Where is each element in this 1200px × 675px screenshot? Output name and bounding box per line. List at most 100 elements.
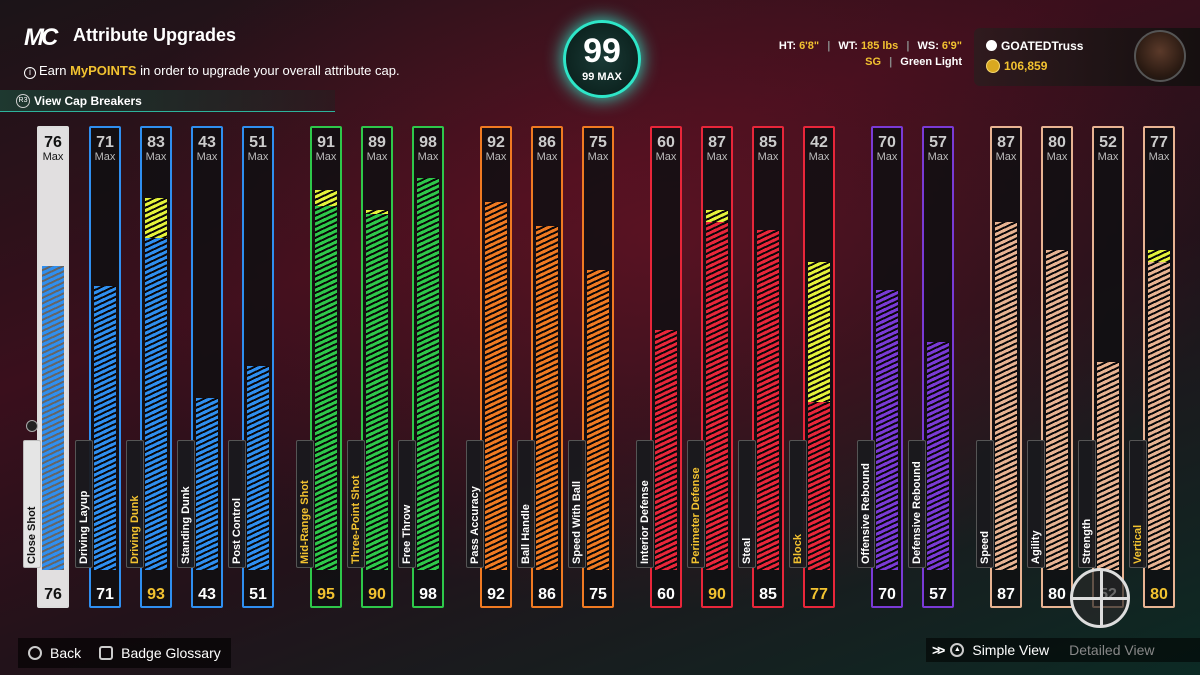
attribute-max-label: Max	[706, 151, 728, 163]
back-button[interactable]: Back	[50, 645, 82, 661]
attribute-agility[interactable]: 80 Max Agility 80	[1027, 126, 1073, 608]
vc-coin-icon	[986, 59, 1000, 73]
attribute-cap: 80	[1048, 134, 1066, 151]
attribute-max-label: Max	[94, 151, 116, 163]
attribute-defensive-rebound[interactable]: 57 Max Defensive Rebound 57	[908, 126, 954, 608]
attribute-label-tab	[568, 440, 586, 568]
attribute-value: 76	[44, 586, 62, 603]
attribute-free-throw[interactable]: 98 Max Free Throw 98	[398, 126, 444, 608]
attribute-max-label: Max	[808, 151, 830, 163]
attribute-track	[247, 170, 269, 570]
attribute-value: 80	[1150, 586, 1168, 603]
attribute-max-label: Max	[145, 151, 167, 163]
attribute-max-label: Max	[536, 151, 558, 163]
attribute-name: Perimeter Defense	[690, 467, 702, 564]
info-icon: i	[24, 67, 36, 79]
attribute-ball-handle[interactable]: 86 Max Ball Handle 86	[517, 126, 563, 608]
attribute-name: Block	[792, 534, 804, 564]
attribute-cap: 87	[997, 134, 1015, 151]
attribute-boost-fill	[1148, 250, 1170, 262]
attribute-perimeter-defense[interactable]: 87 Max Perimeter Defense 90	[687, 126, 733, 608]
attribute-speed[interactable]: 87 Max Speed 87	[976, 126, 1022, 608]
attribute-standing-dunk[interactable]: 43 Max Standing Dunk 43	[177, 126, 223, 608]
attribute-cap: 91	[317, 134, 335, 151]
attribute-track	[927, 170, 949, 570]
vc-balance: 106,859	[1004, 59, 1048, 73]
playstation-icon	[986, 40, 997, 51]
attribute-fill	[757, 230, 779, 570]
attribute-vertical[interactable]: 77 Max Vertical 80	[1129, 126, 1175, 608]
page-title: Attribute Upgrades	[73, 25, 237, 45]
attribute-name: Driving Layup	[78, 490, 90, 564]
attribute-fill	[247, 366, 269, 570]
attribute-speed-with-ball[interactable]: 75 Max Speed With Ball 75	[568, 126, 614, 608]
attribute-name: Standing Dunk	[180, 486, 192, 564]
attribute-label-tab	[976, 440, 994, 568]
detailed-view-tab[interactable]: Detailed View	[1069, 642, 1155, 658]
view-toggle: >> ▲ Simple View Detailed View	[926, 638, 1200, 662]
view-cap-breakers-button[interactable]: R3 View Cap Breakers	[0, 90, 335, 112]
attribute-value: 86	[538, 586, 556, 603]
attribute-track	[315, 170, 337, 570]
attribute-max-label: Max	[1097, 151, 1119, 163]
info-prefix: Earn	[39, 63, 71, 78]
attribute-three-point-shot[interactable]: 89 Max Three-Point Shot 90	[347, 126, 393, 608]
attribute-track	[94, 170, 116, 570]
attribute-track	[757, 170, 779, 570]
attribute-mid-range-shot[interactable]: 91 Max Mid-Range Shot 95	[296, 126, 342, 608]
attribute-cap: 86	[538, 134, 556, 151]
attribute-cap: 71	[96, 134, 114, 151]
attribute-max-label: Max	[587, 151, 609, 163]
attribute-value: 75	[589, 586, 607, 603]
attribute-post-control[interactable]: 51 Max Post Control 51	[228, 126, 274, 608]
attribute-boost-fill	[145, 198, 167, 238]
attribute-steal[interactable]: 85 Max Steal 85	[738, 126, 784, 608]
attribute-name: Mid-Range Shot	[299, 480, 311, 564]
attribute-name: Free Throw	[401, 504, 413, 564]
attribute-track	[536, 170, 558, 570]
attribute-fill	[536, 226, 558, 570]
attribute-driving-layup[interactable]: 71 Max Driving Layup 71	[75, 126, 121, 608]
attribute-block[interactable]: 42 Max Block 77	[789, 126, 835, 608]
attribute-label-tab	[1078, 440, 1096, 568]
simple-view-tab[interactable]: Simple View	[972, 642, 1050, 658]
attribute-cap: 60	[657, 134, 675, 151]
attribute-boost-fill	[808, 262, 830, 402]
attribute-max-label: Max	[366, 151, 388, 163]
separator: |	[827, 40, 831, 52]
attribute-driving-dunk[interactable]: 83 Max Driving Dunk 93	[126, 126, 172, 608]
attribute-label-tab	[126, 440, 144, 568]
attribute-cap: 77	[1150, 134, 1168, 151]
attribute-value: 57	[929, 586, 947, 603]
cap-breakers-label: View Cap Breakers	[34, 94, 142, 108]
attribute-name: Offensive Rebound	[860, 463, 872, 564]
attribute-cap: 87	[708, 134, 726, 151]
attribute-name: Steal	[741, 537, 753, 564]
attribute-label-tab	[789, 440, 807, 568]
attribute-track	[196, 170, 218, 570]
attribute-value: 85	[759, 586, 777, 603]
attribute-close-shot[interactable]: 76 Max Close Shot 76	[23, 126, 69, 608]
double-chevron-icon: >>	[932, 642, 945, 658]
attribute-max-label: Max	[1046, 151, 1068, 163]
attribute-label-tab	[687, 440, 705, 568]
attribute-value: 95	[317, 586, 335, 603]
attribute-cap: 42	[810, 134, 828, 151]
attribute-offensive-rebound[interactable]: 70 Max Offensive Rebound 70	[857, 126, 903, 608]
attribute-value: 87	[997, 586, 1015, 603]
attribute-name: Defensive Rebound	[911, 461, 923, 564]
badge-glossary-button[interactable]: Badge Glossary	[121, 645, 221, 661]
attribute-pass-accuracy[interactable]: 92 Max Pass Accuracy 92	[466, 126, 512, 608]
attribute-track	[587, 170, 609, 570]
attribute-cap: 83	[147, 134, 165, 151]
attribute-track	[1097, 170, 1119, 570]
attribute-fill	[808, 402, 830, 570]
attribute-interior-defense[interactable]: 60 Max Interior Defense 60	[636, 126, 682, 608]
attribute-label-tab	[1027, 440, 1045, 568]
attribute-fill	[876, 290, 898, 570]
overall-rating-badge: 99 99 MAX	[563, 20, 641, 98]
attribute-label-tab	[636, 440, 654, 568]
attribute-strength[interactable]: 52MaxStrength52	[1078, 126, 1124, 608]
